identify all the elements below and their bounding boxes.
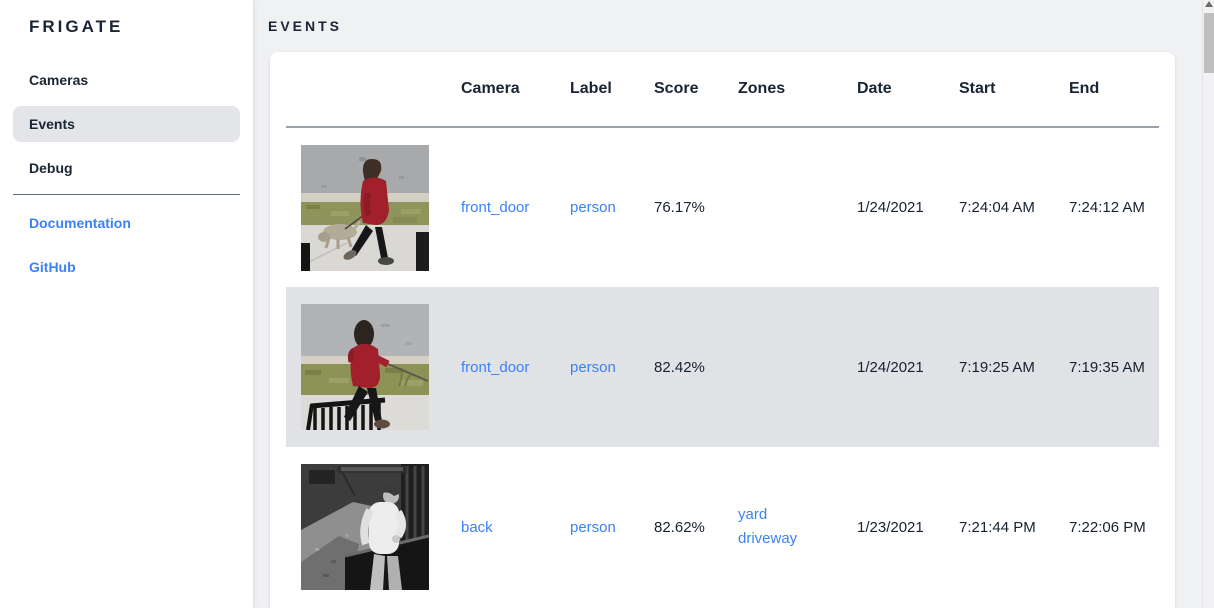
label-cell: person — [570, 447, 654, 607]
column-header-end: End — [1069, 52, 1159, 128]
camera-link[interactable]: front_door — [461, 358, 530, 376]
page-title: EVENTS — [268, 18, 343, 34]
column-header-thumbnail — [286, 52, 461, 128]
zones-cell: yard driveway — [738, 447, 857, 607]
event-thumbnail-person-red-hoodie-walking-dog[interactable] — [301, 304, 429, 430]
zones-cell — [738, 127, 857, 287]
column-header-label: Label — [570, 52, 654, 128]
sidebar-item-events[interactable]: Events — [13, 106, 240, 142]
end-time-value: 7:22:06 PM — [1069, 518, 1146, 536]
camera-cell: front_door — [461, 127, 570, 287]
table-header-row: Camera Label Score Zones Date Start End — [286, 52, 1159, 128]
event-row[interactable]: back person 82.62% yard driveway 1/23/2021 7:2… — [286, 447, 1159, 607]
date-value: 1/24/2021 — [857, 358, 924, 376]
event-row[interactable]: front_door person 82.42% 1/24/2021 7:19:25 A… — [286, 287, 1159, 447]
zone-link[interactable]: driveway — [738, 530, 798, 547]
events-table: Camera Label Score Zones Date Start End fr — [286, 52, 1159, 607]
camera-link[interactable]: back — [461, 518, 493, 536]
scrollbar-thumb[interactable] — [1204, 13, 1214, 73]
label-link[interactable]: person — [570, 199, 616, 216]
label-cell: person — [570, 127, 654, 287]
camera-link[interactable]: front_door — [461, 199, 530, 216]
score-value: 82.62% — [654, 518, 705, 536]
sidebar: FRIGATE Cameras Events Debug Documentation… — [0, 0, 253, 608]
zone-link[interactable]: yard — [738, 506, 768, 523]
sidebar-nav: Cameras Events Debug — [13, 62, 240, 186]
scrollbar[interactable] — [1202, 0, 1214, 608]
column-header-start: Start — [959, 52, 1069, 128]
event-thumbnail-person-white-shirt-night-infrared[interactable] — [301, 464, 429, 590]
sidebar-external-links: Documentation GitHub — [13, 205, 240, 285]
event-thumbnail-cell[interactable] — [286, 447, 461, 607]
sidebar-divider — [13, 194, 240, 195]
zones-cell — [738, 287, 857, 447]
event-thumbnail-cell[interactable] — [286, 287, 461, 447]
events-card: Camera Label Score Zones Date Start End fr — [270, 52, 1175, 608]
start-time-value: 7:21:44 PM — [959, 518, 1036, 536]
label-cell: person — [570, 287, 654, 447]
column-header-camera: Camera — [461, 52, 570, 128]
column-header-score: Score — [654, 52, 738, 128]
camera-cell: back — [461, 447, 570, 607]
start-time-value: 7:19:25 AM — [959, 358, 1035, 376]
end-time-value: 7:24:12 AM — [1069, 199, 1145, 216]
scrollbar-up-arrow-icon[interactable] — [1205, 1, 1213, 7]
column-header-date: Date — [857, 52, 959, 128]
event-thumbnail-person-red-coat-walking-dog[interactable] — [301, 144, 429, 271]
date-value: 1/24/2021 — [857, 199, 924, 216]
column-header-zones: Zones — [738, 52, 857, 128]
start-time-value: 7:24:04 AM — [959, 199, 1035, 216]
score-value: 76.17% — [654, 199, 705, 216]
label-link[interactable]: person — [570, 518, 616, 536]
date-value: 1/23/2021 — [857, 518, 924, 536]
score-value: 82.42% — [654, 358, 705, 376]
app-title: FRIGATE — [29, 17, 124, 36]
sidebar-item-cameras[interactable]: Cameras — [29, 72, 89, 88]
label-link[interactable]: person — [570, 358, 616, 376]
sidebar-link-documentation[interactable]: Documentation — [29, 215, 131, 231]
events-table-body: front_door person 76.17% 1/24/2021 7:24:04 A… — [286, 127, 1159, 607]
event-thumbnail-cell[interactable] — [286, 127, 461, 287]
event-row[interactable]: front_door person 76.17% 1/24/2021 7:24:04 A… — [286, 127, 1159, 287]
main-content: EVENTS Camera Label Score Zones Date Start End — [253, 0, 1202, 608]
camera-cell: front_door — [461, 287, 570, 447]
end-time-value: 7:19:35 AM — [1069, 358, 1145, 376]
sidebar-item-debug[interactable]: Debug — [29, 160, 73, 176]
sidebar-link-github[interactable]: GitHub — [29, 259, 76, 275]
